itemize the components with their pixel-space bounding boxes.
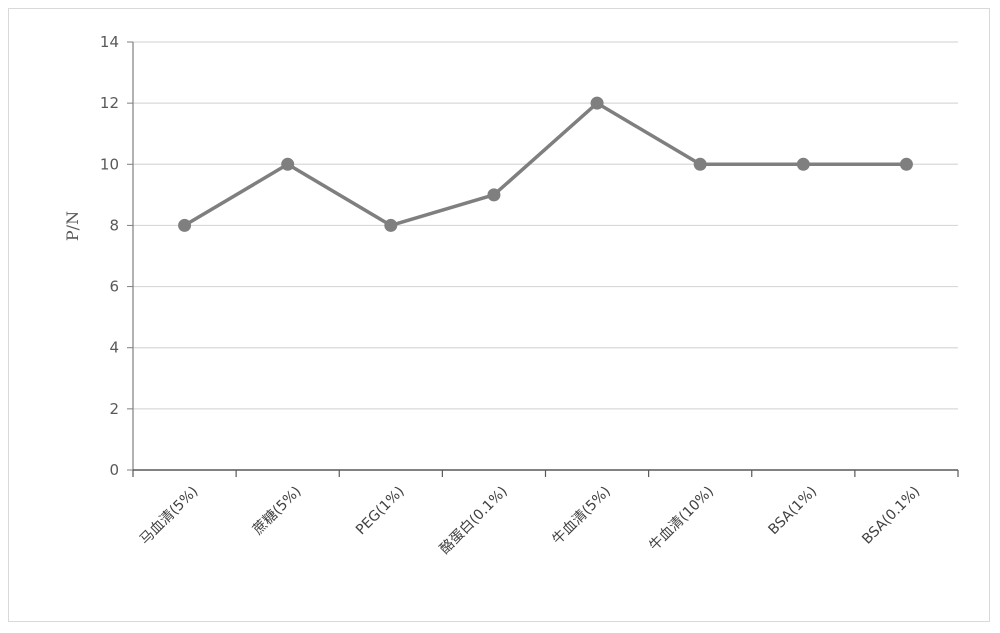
y-tick-labels: 0 2 4 6 8 10 12 14 [100,33,119,479]
y-tick-label-4: 4 [109,339,119,357]
y-tick-label-12: 12 [100,94,119,112]
x-tick-label-0: 马血清(5%) [137,484,201,548]
gridlines [133,41,958,410]
x-tick-label-7: BSA(0.1%) [859,484,923,548]
x-tick-labels: 马血清(5%) 蔗糖(5%) PEG(1%) 酪蛋白(0.1%) 牛血清(5%) 牛血清(… [137,484,923,558]
x-tick-label-2: PEG(1%) [353,484,408,539]
series-line-0 [183,101,907,228]
x-tick-label-5: 牛血清(10%) [646,484,717,555]
x-tick-label-6: BSA(1%) [766,484,821,539]
data-point-7 [899,157,913,171]
data-point-3 [487,188,501,202]
data-point-0 [178,218,192,232]
y-tick-label-8: 8 [109,216,119,234]
y-tick-label-0: 0 [109,461,119,479]
data-point-5 [693,157,707,171]
series-layer [178,96,913,232]
chart-frame [8,8,990,622]
y-tick-label-10: 10 [100,155,119,173]
data-point-6 [796,157,810,171]
y-tick-label-14: 14 [100,33,119,51]
x-tick-label-1: 蔗糖(5%) [250,484,305,539]
data-point-2 [384,218,398,232]
y-axis-title: P/N [63,211,82,241]
x-tick-label-4: 牛血清(5%) [549,484,613,548]
y-tick-label-6: 6 [109,278,119,296]
axes [127,41,959,477]
data-point-1 [281,157,295,171]
x-tick-label-3: 酪蛋白(0.1%) [437,484,511,558]
data-point-4 [590,96,604,110]
y-tick-label-2: 2 [109,400,119,418]
